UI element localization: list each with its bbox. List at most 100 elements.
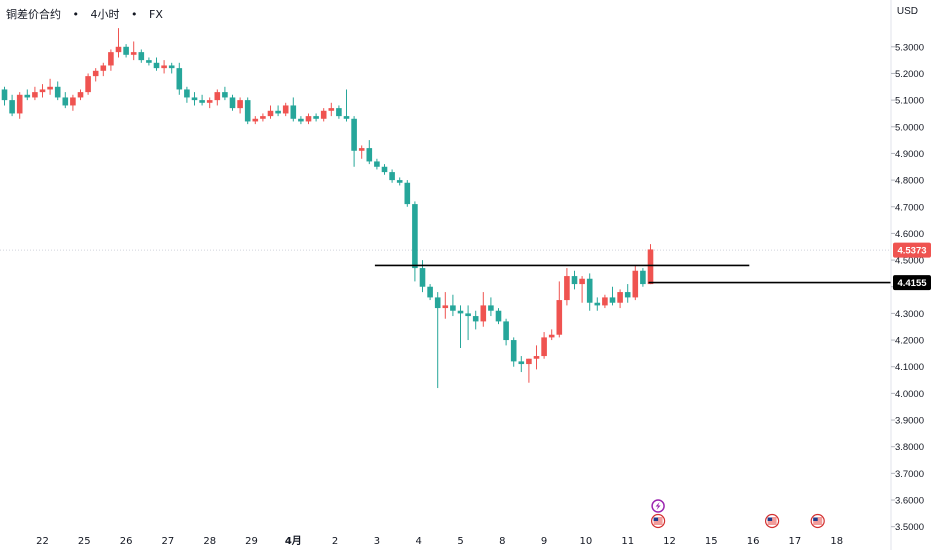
time-axis[interactable]: 22 25 26 27 28 29 4月 2 3 4 5 8 9 10 11 12 15 16 17 18 bbox=[36, 535, 843, 547]
candle-up[interactable] bbox=[85, 73, 91, 95]
candle-up[interactable] bbox=[70, 94, 76, 111]
plot-area[interactable] bbox=[0, 28, 891, 529]
candle-up[interactable] bbox=[579, 276, 585, 303]
candle-down[interactable] bbox=[488, 297, 494, 317]
candle-up[interactable] bbox=[130, 41, 137, 61]
candle-down[interactable] bbox=[62, 92, 69, 109]
interval-label[interactable]: 4小时 bbox=[90, 8, 120, 21]
symbol-name[interactable]: 铜差价合约 bbox=[6, 8, 61, 21]
candle-down[interactable] bbox=[427, 284, 433, 301]
candle-up[interactable] bbox=[358, 145, 365, 159]
candle-up[interactable] bbox=[260, 113, 266, 122]
candle-down[interactable] bbox=[229, 94, 236, 111]
candle-down[interactable] bbox=[434, 292, 441, 389]
price-axis[interactable]: 5.3000 5.2000 5.1000 5.0000 4.9000 4.8000 4.70… bbox=[890, 0, 931, 550]
candle-up[interactable] bbox=[442, 292, 449, 319]
candle-down[interactable] bbox=[146, 57, 152, 66]
candle-down[interactable] bbox=[412, 201, 418, 282]
candle-down[interactable] bbox=[313, 113, 319, 122]
candle-down[interactable] bbox=[298, 116, 304, 125]
support-price-label[interactable]: 4.4155 bbox=[893, 275, 931, 291]
candle-up[interactable] bbox=[206, 97, 213, 109]
candle-down[interactable] bbox=[465, 305, 471, 341]
candle-down[interactable] bbox=[290, 97, 297, 122]
candle-down[interactable] bbox=[609, 286, 616, 306]
candle-up[interactable] bbox=[541, 332, 547, 359]
candle-down[interactable] bbox=[518, 356, 525, 373]
candle-up[interactable] bbox=[214, 89, 221, 106]
candle-down[interactable] bbox=[404, 180, 411, 207]
candle-up[interactable] bbox=[328, 102, 335, 117]
candle-down[interactable] bbox=[624, 284, 631, 303]
candle-down[interactable] bbox=[336, 105, 342, 119]
candle-up[interactable] bbox=[548, 329, 555, 341]
candle-up[interactable] bbox=[16, 92, 23, 119]
candle-up[interactable] bbox=[305, 113, 312, 125]
candle-down[interactable] bbox=[472, 310, 479, 330]
candle-down[interactable] bbox=[510, 337, 517, 367]
candle-down[interactable] bbox=[381, 164, 388, 175]
candle-down[interactable] bbox=[389, 169, 395, 183]
candle-down[interactable] bbox=[374, 158, 380, 170]
candle-down[interactable] bbox=[54, 81, 61, 101]
candle-down[interactable] bbox=[457, 305, 464, 349]
candle-body bbox=[214, 92, 221, 101]
candle-down[interactable] bbox=[9, 94, 15, 117]
candle-up[interactable] bbox=[267, 105, 274, 119]
candle-down[interactable] bbox=[571, 270, 578, 290]
candle-down[interactable] bbox=[123, 44, 129, 58]
currency-label[interactable]: USD bbox=[896, 6, 918, 17]
candle-up[interactable] bbox=[32, 86, 38, 101]
candle-up[interactable] bbox=[480, 292, 487, 327]
candle-up[interactable] bbox=[252, 116, 259, 125]
us-flag-icon[interactable] bbox=[810, 513, 825, 529]
candle-down[interactable] bbox=[275, 105, 281, 117]
candle-up[interactable] bbox=[533, 345, 540, 370]
candle-down[interactable] bbox=[24, 89, 31, 101]
candle-up[interactable] bbox=[77, 89, 84, 101]
candle-up[interactable] bbox=[39, 84, 46, 98]
candle-up[interactable] bbox=[617, 289, 623, 309]
candle-body bbox=[92, 70, 99, 77]
candle-up[interactable] bbox=[92, 68, 99, 82]
candle-down[interactable] bbox=[586, 273, 593, 311]
candle-down[interactable] bbox=[1, 86, 8, 106]
candle-down[interactable] bbox=[351, 116, 357, 167]
candle-down[interactable] bbox=[244, 97, 251, 125]
candle-up[interactable] bbox=[161, 60, 167, 74]
candle-down[interactable] bbox=[153, 57, 160, 71]
us-flag-icon[interactable] bbox=[764, 513, 780, 529]
candle-down[interactable] bbox=[495, 308, 502, 325]
candle-up[interactable] bbox=[647, 244, 654, 285]
candle-up[interactable] bbox=[108, 49, 114, 71]
candle-up[interactable] bbox=[526, 358, 532, 383]
candle-down[interactable] bbox=[640, 268, 646, 287]
candle-down[interactable] bbox=[594, 297, 601, 311]
candle-down[interactable] bbox=[168, 62, 175, 74]
candle-down[interactable] bbox=[222, 86, 228, 101]
candle-up[interactable] bbox=[632, 265, 639, 301]
candle-up[interactable] bbox=[47, 78, 53, 95]
candle-up[interactable] bbox=[282, 102, 289, 117]
candle-down[interactable] bbox=[396, 177, 403, 186]
candle-down[interactable] bbox=[503, 318, 509, 346]
candle-up[interactable] bbox=[564, 268, 570, 306]
candle-up[interactable] bbox=[237, 97, 243, 114]
candle-down[interactable] bbox=[366, 140, 373, 165]
lightning-icon[interactable] bbox=[651, 499, 665, 513]
candle-up[interactable] bbox=[556, 281, 563, 338]
candle-down[interactable] bbox=[450, 294, 456, 317]
candle-up[interactable] bbox=[602, 294, 608, 309]
candle-down[interactable] bbox=[176, 62, 183, 95]
us-flag-icon[interactable] bbox=[650, 513, 666, 529]
candle-down[interactable] bbox=[191, 92, 198, 106]
candle-up[interactable] bbox=[100, 62, 107, 77]
candle-down[interactable] bbox=[184, 86, 190, 103]
candle-down[interactable] bbox=[343, 89, 350, 122]
candle-down[interactable] bbox=[199, 94, 205, 106]
candle-up[interactable] bbox=[115, 28, 122, 58]
candle-down[interactable] bbox=[138, 49, 145, 63]
current-price-label[interactable]: 4.5373 bbox=[893, 242, 931, 258]
candle-up[interactable] bbox=[320, 108, 327, 122]
